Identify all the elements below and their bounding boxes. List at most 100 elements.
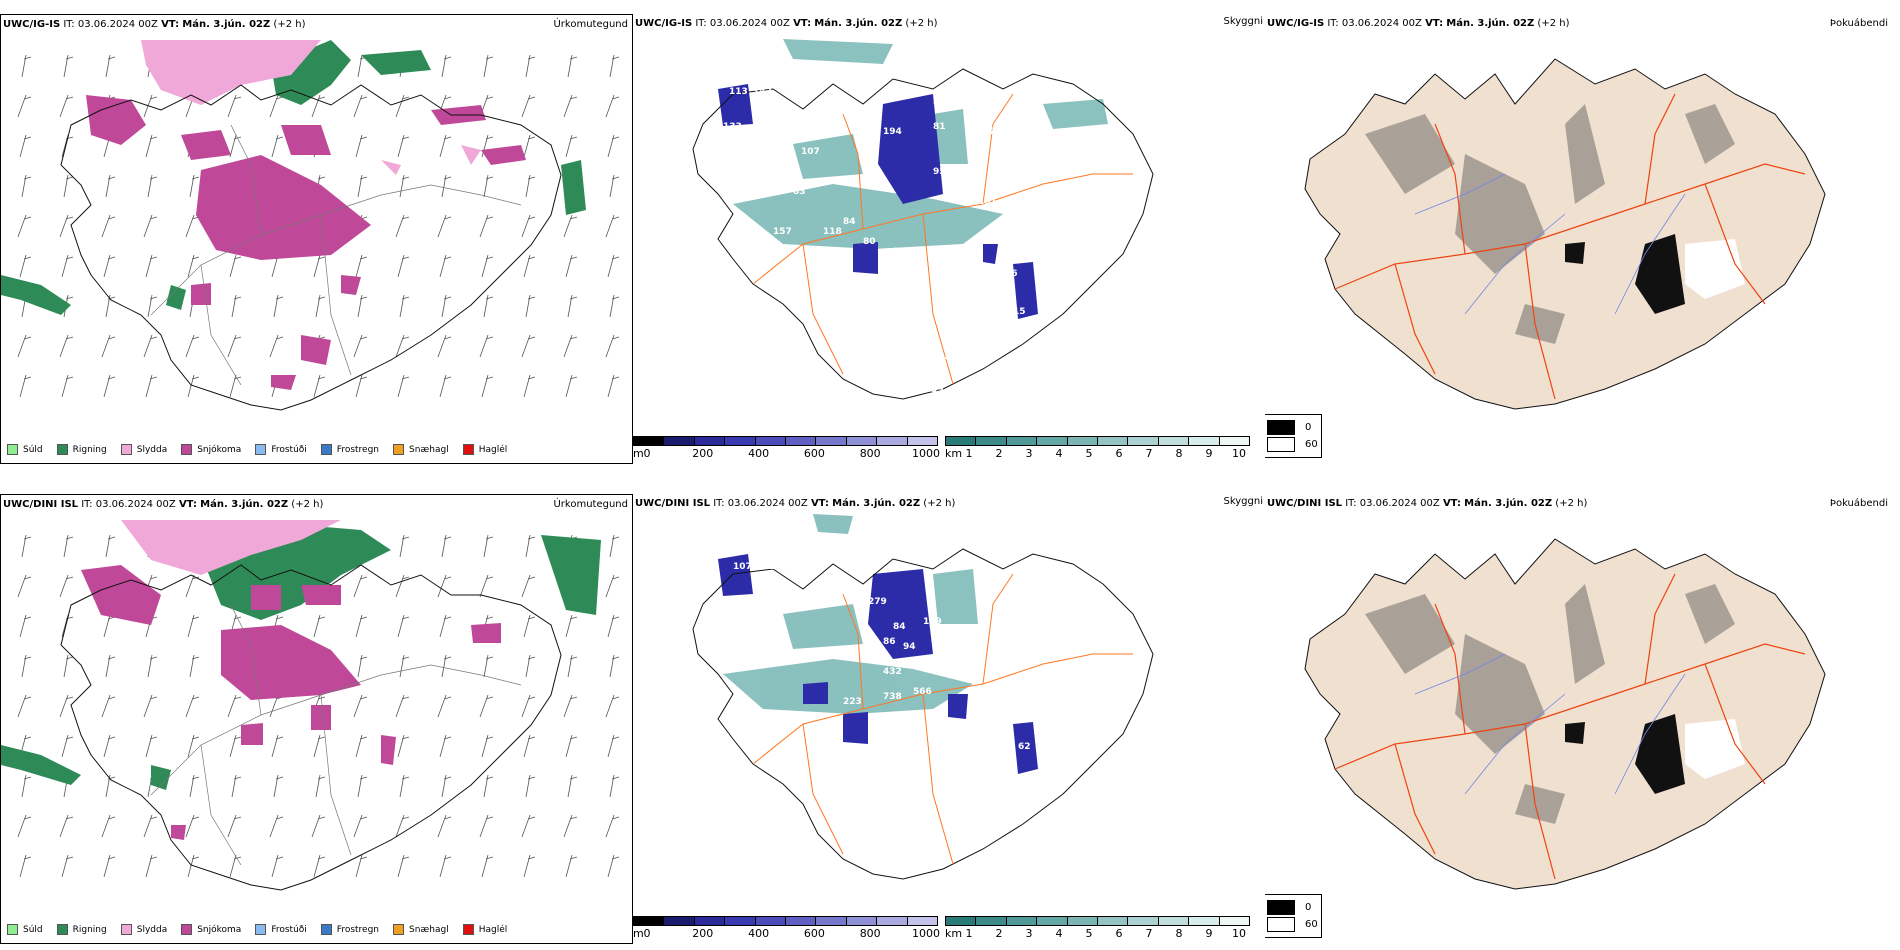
wind-barb — [147, 174, 158, 198]
wind-barb — [229, 134, 242, 158]
colorbar-tick-label: 6 — [1115, 927, 1123, 940]
wind-barb — [271, 734, 284, 758]
legend-swatch — [56, 444, 68, 455]
colorbar-tick-label: 0 — [643, 927, 651, 940]
colorbar-tick-label: 8 — [1175, 447, 1183, 460]
colorbar-segment — [786, 917, 817, 925]
wind-barb — [185, 214, 200, 238]
wind-barb — [479, 574, 494, 598]
colorbar-segment — [634, 917, 665, 925]
wind-barb — [605, 214, 620, 238]
wind-barb — [397, 854, 410, 878]
visibility-value-label: 87 — [983, 127, 996, 137]
wind-barb — [63, 174, 74, 198]
visibility-value-label: 112 — [963, 187, 982, 197]
colorbar-ticks: 1 2 3 4 5 6 7 8 9 10 — [965, 926, 1247, 940]
wind-barb — [19, 134, 32, 158]
fog-dark-core — [1565, 714, 1685, 794]
panel-title: Þokuábendi — [1829, 18, 1888, 29]
panel-header: UWC/IG-IS IT: 03.06.2024 00Z VT: Mán. 3.… — [1267, 18, 1570, 29]
colorbar-segment — [725, 917, 756, 925]
wind-barb — [439, 374, 452, 398]
wind-barb — [605, 334, 620, 358]
colorbar-tick-label: 800 — [859, 927, 881, 940]
colorbar-strip — [945, 436, 1250, 446]
legend-swatch — [1267, 420, 1295, 435]
colorbar-tick-label: 4 — [1055, 447, 1063, 460]
wind-barb — [17, 334, 32, 358]
colorbar-tick-label: 3 — [1025, 927, 1033, 940]
colorbar-segment — [1219, 437, 1250, 445]
wind-barb — [565, 254, 578, 278]
visibility-value-label: 113 — [729, 87, 748, 97]
wind-barb — [187, 614, 200, 638]
visibility-value-label: 179 — [933, 642, 952, 652]
wind-barb — [437, 694, 452, 718]
colorbar-tick-label: 1 — [965, 927, 973, 940]
visibility-value-label: 223 — [843, 697, 862, 707]
wind-barb — [101, 334, 116, 358]
wind-barb — [63, 534, 74, 558]
wind-barb — [355, 734, 368, 758]
road-network — [1334, 573, 1806, 880]
visibility-value-label: 223 — [938, 352, 957, 362]
legend-item: Frostregn — [320, 924, 379, 935]
low-visibility-teal-areas — [723, 514, 978, 714]
wind-barb — [357, 654, 368, 678]
colorbar-tick-label: 600 — [803, 927, 825, 940]
visibility-value-label: 84 — [893, 622, 906, 632]
wind-barb — [565, 854, 578, 878]
wind-barb — [525, 774, 536, 798]
colorbar-tick-label: 0 — [643, 447, 651, 460]
visibility-value-label: 66 — [1005, 269, 1018, 279]
wind-barb — [189, 174, 200, 198]
visibility-value-label: 73 — [948, 182, 961, 192]
legend-item: Slydda — [120, 444, 167, 455]
visibility-value-label: 124 — [953, 667, 972, 677]
iceland-land — [1304, 58, 1826, 410]
colorbar-segment — [1006, 917, 1038, 925]
legend-swatch — [320, 444, 332, 455]
visibility-value-label: 148 — [783, 117, 802, 127]
visibility-value-label: 94 — [903, 642, 916, 652]
wind-barb — [185, 694, 200, 718]
colorbar-segment — [907, 437, 938, 445]
wind-barb — [437, 814, 452, 838]
wind-barb — [607, 614, 620, 638]
wind-barb — [313, 734, 326, 758]
colorbar-segment — [755, 917, 787, 925]
visibility-value-label: 140 — [788, 592, 807, 602]
wind-barb — [523, 254, 536, 278]
wind-barb — [441, 654, 452, 678]
wind-barb — [525, 54, 536, 78]
wind-barb — [185, 574, 200, 598]
colorbar-tick-label: 400 — [748, 447, 770, 460]
colorbar-segment — [1219, 917, 1250, 925]
wind-barb — [105, 654, 116, 678]
wind-barb — [353, 814, 368, 838]
legend-swatch — [1267, 437, 1295, 452]
fog-legend-item: 0 — [1267, 420, 1318, 435]
colorbar-segment — [1037, 917, 1068, 925]
visibility-value-label: 80 — [863, 237, 876, 247]
visibility-value-label: 14 — [1025, 777, 1038, 787]
wind-barb — [313, 254, 326, 278]
fog-legend: 0 60 — [1265, 414, 1322, 458]
wind-barb — [395, 334, 410, 358]
wind-barb — [441, 54, 452, 78]
legend-item: Haglél — [462, 444, 507, 455]
precip-type-panel-row2: UWC/DINI ISL IT: 03.06.2024 00Z VT: Mán.… — [0, 494, 633, 944]
colorbar-unit: m — [633, 927, 644, 940]
wind-barb — [269, 334, 284, 358]
snow-areas — [86, 95, 526, 390]
colorbar-segment — [664, 437, 695, 445]
wind-barb — [399, 534, 410, 558]
colorbar-tick-label: 6 — [1115, 447, 1123, 460]
wind-barb — [565, 374, 578, 398]
visibility-value-label: 194 — [883, 127, 902, 137]
wind-barb — [105, 294, 116, 318]
wind-barb — [609, 774, 620, 798]
wind-barb — [103, 614, 116, 638]
legend-item: Snæhagl — [393, 444, 449, 455]
wind-barb — [227, 334, 242, 358]
